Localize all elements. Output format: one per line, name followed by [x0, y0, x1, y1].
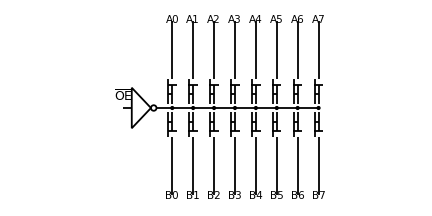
Text: A6: A6: [291, 15, 305, 25]
Text: B5: B5: [270, 191, 284, 201]
Text: B3: B3: [228, 191, 242, 201]
Text: A1: A1: [186, 15, 200, 25]
Circle shape: [171, 107, 174, 109]
Text: A4: A4: [249, 15, 263, 25]
Text: B0: B0: [165, 191, 179, 201]
Circle shape: [296, 107, 299, 109]
Text: A2: A2: [207, 15, 221, 25]
Text: $\overline{\rm OE}$: $\overline{\rm OE}$: [114, 89, 134, 104]
Text: B1: B1: [186, 191, 200, 201]
Text: A0: A0: [165, 15, 179, 25]
Circle shape: [275, 107, 278, 109]
Text: A7: A7: [311, 15, 325, 25]
Circle shape: [234, 107, 236, 109]
Text: B4: B4: [249, 191, 263, 201]
Circle shape: [213, 107, 216, 109]
Text: A3: A3: [228, 15, 242, 25]
Circle shape: [317, 107, 320, 109]
Circle shape: [254, 107, 257, 109]
Circle shape: [192, 107, 194, 109]
Text: B2: B2: [207, 191, 221, 201]
Text: B7: B7: [311, 191, 325, 201]
Text: B6: B6: [291, 191, 305, 201]
Text: A5: A5: [270, 15, 284, 25]
